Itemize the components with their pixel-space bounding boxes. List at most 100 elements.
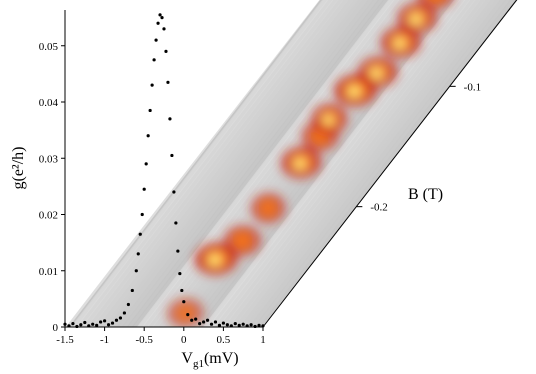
surface-streak bbox=[83, 0, 395, 327]
data-point bbox=[114, 318, 119, 322]
data-point bbox=[91, 322, 95, 326]
data-point bbox=[138, 232, 142, 236]
surface-streak bbox=[250, 0, 536, 327]
blob-mid bbox=[259, 199, 277, 217]
surface-streak bbox=[98, 0, 410, 327]
surface-clipped-group bbox=[65, 0, 536, 362]
data-point bbox=[186, 313, 190, 317]
data-point bbox=[182, 300, 186, 304]
data-point bbox=[99, 320, 103, 324]
x-axis-title: Vg1(mV) bbox=[181, 350, 238, 370]
data-point bbox=[146, 134, 150, 138]
data-point bbox=[63, 322, 67, 326]
data-point bbox=[134, 269, 138, 273]
data-point bbox=[164, 49, 168, 53]
blob-core bbox=[370, 68, 383, 79]
data-point bbox=[217, 323, 222, 327]
resonance-blob bbox=[417, 0, 455, 10]
x-axis-title-sub: g1 bbox=[193, 358, 204, 370]
x-tick-label: -1 bbox=[100, 334, 109, 346]
surface-streak bbox=[205, 0, 517, 327]
blob-core bbox=[128, 350, 145, 362]
surface-streak bbox=[108, 0, 420, 327]
data-point bbox=[205, 318, 210, 322]
y-tick-label: 0.05 bbox=[39, 41, 59, 53]
b-tick-label: -0.1 bbox=[464, 81, 481, 93]
resonance-blob bbox=[311, 103, 348, 135]
blob-core bbox=[410, 13, 422, 25]
surface-streak bbox=[215, 0, 527, 327]
resonance-blob bbox=[167, 298, 204, 327]
x-tick-label: 1 bbox=[260, 334, 266, 346]
data-point bbox=[174, 221, 178, 225]
surface-streak bbox=[93, 0, 405, 327]
data-point bbox=[158, 13, 162, 17]
data-point bbox=[79, 323, 83, 327]
data-point bbox=[142, 187, 146, 191]
x-tick-label: 0.5 bbox=[217, 334, 231, 346]
data-point bbox=[154, 38, 158, 42]
y-tick-label: 0 bbox=[53, 322, 59, 334]
resonance-blob bbox=[380, 26, 422, 58]
surface-streak bbox=[184, 0, 497, 327]
x-tick-label: 0 bbox=[181, 334, 187, 346]
data-point bbox=[233, 322, 237, 326]
data-point bbox=[190, 318, 194, 322]
surface-streak bbox=[129, 0, 441, 327]
data-point bbox=[170, 153, 174, 158]
blob-core bbox=[393, 37, 406, 49]
surface-streak bbox=[88, 0, 400, 327]
surface-streak bbox=[245, 0, 536, 327]
data-point bbox=[166, 80, 170, 84]
data-point bbox=[261, 324, 265, 328]
surface-streak bbox=[65, 0, 375, 327]
surface-streak bbox=[235, 0, 536, 327]
blob-mid bbox=[232, 231, 252, 250]
surface-streak bbox=[78, 0, 390, 327]
surface-streak bbox=[189, 0, 502, 327]
data-point bbox=[168, 117, 172, 121]
resonance-blob bbox=[397, 2, 438, 34]
data-point bbox=[176, 249, 180, 253]
axes bbox=[64, 0, 518, 328]
data-point bbox=[160, 16, 164, 20]
data-point bbox=[156, 21, 160, 25]
data-point bbox=[67, 324, 71, 328]
data-point bbox=[152, 58, 156, 62]
b-axis-title: B (T) bbox=[408, 186, 443, 203]
resonance-blob bbox=[357, 56, 398, 88]
x-tick-label: -1.5 bbox=[56, 334, 74, 346]
surface-streak bbox=[225, 0, 536, 327]
data-point bbox=[136, 252, 140, 256]
b-tick-label: -0.2 bbox=[370, 202, 387, 214]
data-points bbox=[63, 13, 265, 329]
blob-mid bbox=[176, 304, 195, 322]
data-point bbox=[237, 323, 241, 327]
surface-streak bbox=[134, 0, 446, 327]
data-point bbox=[225, 323, 229, 327]
data-point bbox=[253, 324, 257, 329]
x-axis-title-unit: (mV) bbox=[204, 350, 239, 367]
data-point bbox=[150, 83, 154, 87]
data-point bbox=[106, 323, 111, 327]
data-point bbox=[148, 108, 152, 113]
data-point bbox=[202, 320, 206, 324]
resonance-blob bbox=[281, 146, 322, 179]
surface-streak bbox=[68, 0, 380, 327]
data-point bbox=[87, 324, 91, 328]
ticks: 00.010.020.030.040.05-1.5-1-0.500.510-0.… bbox=[39, 41, 481, 346]
data-point bbox=[213, 320, 218, 324]
blob-core bbox=[208, 254, 222, 266]
data-point bbox=[126, 302, 130, 307]
data-point bbox=[198, 322, 202, 326]
data-point bbox=[103, 319, 107, 323]
data-point bbox=[162, 27, 166, 31]
surface-streak bbox=[195, 0, 507, 327]
data-point bbox=[144, 162, 148, 166]
data-point bbox=[245, 324, 249, 328]
surface-streak bbox=[103, 0, 415, 327]
data-point bbox=[95, 323, 99, 327]
data-point bbox=[130, 288, 134, 293]
data-point bbox=[209, 322, 214, 326]
